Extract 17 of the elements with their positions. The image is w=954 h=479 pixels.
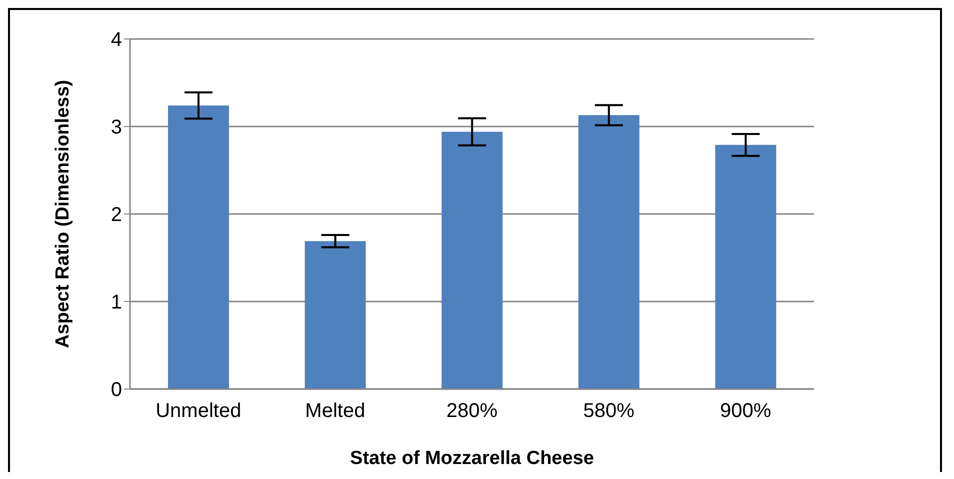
x-tick-label: Unmelted [156, 400, 242, 422]
x-tick-label: 280% [446, 400, 498, 422]
bar [304, 241, 366, 389]
y-tick-label: 3 [110, 116, 122, 139]
y-tick-label: 4 [110, 29, 122, 52]
y-tick-label: 2 [110, 204, 122, 226]
y-tick-label: 0 [110, 379, 122, 402]
y-axis-title: Aspect Ratio (Dimensionless) [52, 80, 74, 348]
bar [442, 132, 503, 389]
x-tick-label: 900% [720, 400, 772, 422]
x-tick-label: Melted [305, 400, 366, 422]
bar [168, 106, 229, 389]
bar [578, 115, 640, 389]
bar [715, 144, 776, 389]
x-axis-title: State of Mozzarella Cheese [350, 448, 594, 469]
x-tick-label: 580% [583, 400, 635, 422]
y-tick-label: 1 [110, 292, 122, 314]
